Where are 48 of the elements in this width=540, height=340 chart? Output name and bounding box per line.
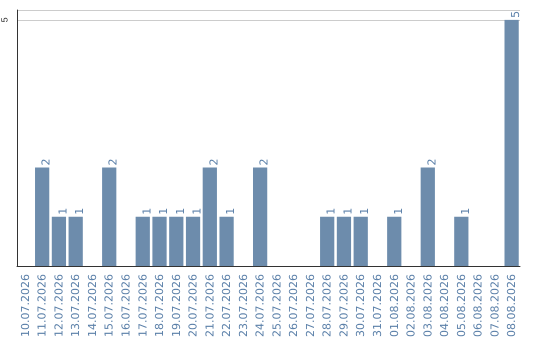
x-tick-label: 14.07.2026 (86, 274, 99, 338)
x-tick-label: 17.07.2026 (136, 274, 150, 338)
x-tick-label: 13.07.2026 (69, 274, 82, 338)
x-tick-label: 27.07.2026 (304, 274, 317, 338)
x-tick-label: 01.08.2026 (388, 274, 401, 338)
x-tick-label: 30.07.2026 (354, 274, 368, 338)
x-tick-label: 31.07.2026 (370, 274, 384, 338)
x-tick-label: 29.07.2026 (337, 274, 350, 338)
x-tick-label: 07.08.2026 (488, 274, 502, 338)
data-label: 2 (258, 158, 271, 166)
x-tick-label: 05.08.2026 (454, 274, 468, 338)
x-tick-label: 28.07.2026 (320, 274, 334, 338)
data-label: 1 (458, 208, 472, 215)
x-tick-label: 18.07.2026 (153, 274, 166, 338)
x-tick-label: 02.08.2026 (404, 274, 418, 338)
data-label: 1 (358, 208, 372, 215)
x-tick-label: 12.07.2026 (52, 274, 66, 338)
x-tick-label: 16.07.2026 (119, 274, 132, 338)
x-tick-label: 25.07.2026 (270, 274, 284, 338)
data-label: 2 (425, 158, 438, 166)
data-label: 2 (207, 158, 220, 166)
data-label: 1 (324, 208, 338, 215)
x-tick-label: 19.07.2026 (170, 274, 183, 338)
x-tick-label: 24.07.2026 (254, 274, 267, 338)
data-label: 1 (392, 208, 405, 215)
data-label: 2 (40, 158, 53, 166)
data-label: 1 (157, 208, 170, 215)
data-label: 5 (509, 10, 522, 18)
data-label: 1 (140, 208, 154, 215)
x-tick-label: 20.07.2026 (186, 274, 200, 338)
data-label: 1 (174, 208, 187, 215)
x-tick-label: 15.07.2026 (102, 274, 116, 338)
x-tick-label: 08.08.2026 (505, 274, 518, 338)
x-tick-label: 11.07.2026 (36, 274, 49, 338)
x-tick-label: 06.08.2026 (472, 274, 485, 338)
x-tick-label: 03.08.2026 (421, 274, 434, 338)
data-label: 1 (224, 208, 238, 215)
data-label: 1 (73, 208, 86, 215)
data-label: 1 (56, 208, 70, 215)
x-tick-label: 21.07.2026 (203, 274, 216, 338)
data-label: 1 (341, 208, 354, 215)
x-tick-label: 26.07.2026 (287, 274, 300, 338)
x-tick-label: 10.07.2026 (18, 274, 32, 338)
x-tick-label: 22.07.2026 (220, 274, 234, 338)
data-label: 1 (190, 208, 204, 215)
data-label: 2 (106, 158, 120, 166)
x-tick-label: 23.07.2026 (236, 274, 250, 338)
x-tick-label: 04.08.2026 (438, 274, 452, 338)
